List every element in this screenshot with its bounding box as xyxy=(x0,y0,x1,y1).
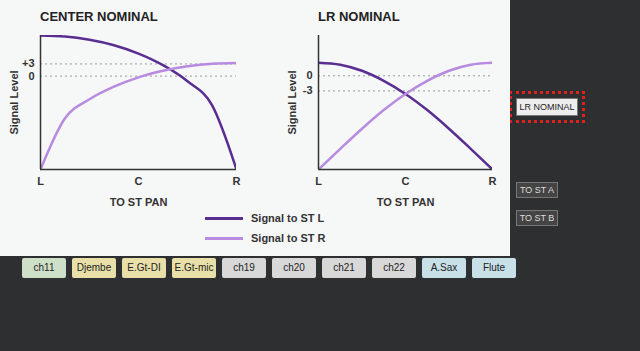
svg-text:L: L xyxy=(37,175,44,187)
html-text:LR NOMINAL: LR NOMINAL xyxy=(519,102,575,112)
svg-text:R: R xyxy=(233,175,241,187)
svg-text:R: R xyxy=(489,175,497,187)
html-text:E.Gt-mic: E.Gt-mic xyxy=(174,262,214,273)
svg-text:0: 0 xyxy=(306,69,312,81)
svg-text:Signal Level: Signal Level xyxy=(8,70,20,134)
html-text:Flute: Flute xyxy=(482,262,506,273)
html-text:A.Sax: A.Sax xyxy=(430,262,458,273)
html-text:ch11: ch11 xyxy=(33,262,55,273)
svg-text:0: 0 xyxy=(28,70,34,82)
svg-text:-3: -3 xyxy=(303,84,313,96)
svg-text:C: C xyxy=(402,175,410,187)
html-text:E.Gt-DI: E.Gt-DI xyxy=(127,262,161,273)
html-text:TO ST A: TO ST A xyxy=(519,185,555,195)
html-text:CENTER NOMINAL: CENTER NOMINAL xyxy=(40,9,158,24)
html-text:TO ST B: TO ST B xyxy=(519,213,555,223)
html-text:ch22: ch22 xyxy=(383,262,405,273)
svg-text:C: C xyxy=(135,175,143,187)
html-text:Signal to ST L: Signal to ST L xyxy=(251,212,325,224)
html-text:Djembe: Djembe xyxy=(76,262,112,273)
html-text:ch20: ch20 xyxy=(283,262,305,273)
svg-text:TO ST PAN: TO ST PAN xyxy=(110,196,168,208)
html-text:LR NOMINAL: LR NOMINAL xyxy=(318,9,400,24)
html-text:ch21: ch21 xyxy=(333,262,355,273)
svg-text:TO ST PAN: TO ST PAN xyxy=(377,196,435,208)
svg-text:+3: +3 xyxy=(22,57,35,69)
svg-text:L: L xyxy=(315,175,322,187)
html-text:Signal to ST R: Signal to ST R xyxy=(251,232,326,244)
svg-text:Signal Level: Signal Level xyxy=(286,70,298,134)
html-text:ch19: ch19 xyxy=(233,262,255,273)
